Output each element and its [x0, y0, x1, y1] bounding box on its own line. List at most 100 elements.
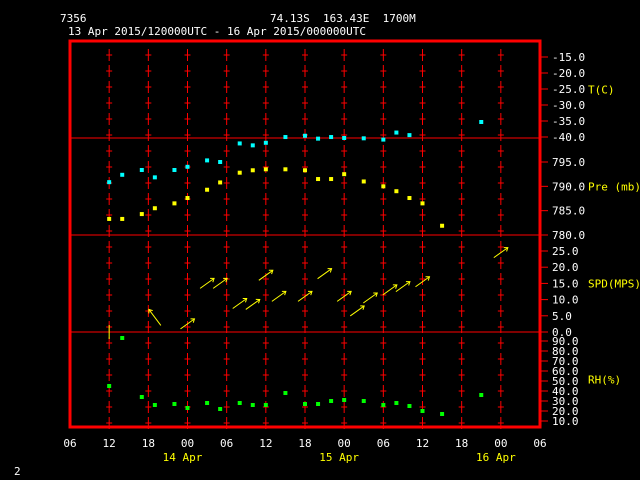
y-tick-label: 25.0 — [552, 245, 579, 258]
wind-arrow-head — [327, 268, 333, 273]
x-tick-label: 00 — [338, 437, 351, 450]
temperature-point — [316, 136, 321, 141]
pressure-point — [263, 167, 268, 172]
temperature-point — [120, 172, 125, 177]
y-tick-label: -25.0 — [552, 83, 585, 96]
wind-arrow — [297, 290, 313, 302]
y-tick-label: -30.0 — [552, 99, 585, 112]
wind-arrow-shaft — [258, 269, 274, 281]
y-tick-label: -20.0 — [552, 67, 585, 80]
y-tick-label: 80.0 — [552, 345, 579, 358]
wind-arrow-shaft — [180, 318, 195, 330]
relative_humidity-point — [329, 399, 334, 403]
wind-arrow-head — [425, 276, 431, 281]
wind-arrow-shaft — [148, 309, 162, 326]
pressure-point — [185, 196, 190, 201]
pressure-point — [205, 187, 210, 192]
x-day-label: 15 Apr — [319, 451, 359, 464]
wind-arrow-shaft — [362, 292, 378, 304]
pressure-point — [283, 167, 288, 172]
wind-arrow-head — [281, 290, 287, 296]
y-axis-label: RH(%) — [588, 374, 621, 387]
x-tick-label: 12 — [259, 437, 272, 450]
wind-arrow — [493, 247, 509, 259]
wind-arrow-head — [223, 277, 228, 283]
x-tick-label: 18 — [298, 437, 311, 450]
time-range: 13 Apr 2015/120000UTC - 16 Apr 2015/0000… — [68, 25, 367, 38]
wind-arrow-shaft — [395, 281, 411, 293]
y-tick-label: -35.0 — [552, 115, 585, 128]
y-tick-label: 0.0 — [552, 326, 572, 339]
temperature-point — [172, 168, 177, 172]
wind-arrow-shaft — [232, 298, 248, 309]
wind-arrow-head — [503, 247, 509, 252]
wind-arrow-head — [255, 298, 261, 304]
y-tick-label: -40.0 — [552, 131, 585, 144]
relative_humidity-point — [381, 403, 386, 407]
pressure-point — [218, 180, 223, 185]
x-tick-label: 00 — [494, 437, 507, 450]
pressure-point — [120, 216, 125, 221]
temperature-point — [394, 130, 399, 135]
temperature-point — [407, 133, 412, 138]
y-tick-label: 20.0 — [552, 405, 579, 418]
relative_humidity-point — [303, 402, 307, 406]
wind-arrow-shaft — [336, 290, 352, 302]
pressure-point — [440, 223, 445, 228]
x-tick-label: 12 — [103, 437, 116, 450]
y-tick-label: 90.0 — [552, 335, 579, 348]
station-location: 74.13S 163.43E 1700M — [270, 12, 416, 25]
wind-arrow-shaft — [349, 305, 365, 317]
pressure-point — [152, 206, 157, 211]
relative_humidity-point — [283, 391, 288, 395]
x-tick-label: 12 — [416, 437, 429, 450]
x-day-label: 14 Apr — [163, 451, 203, 464]
x-tick-label: 06 — [220, 437, 233, 450]
x-tick-label: 06 — [63, 437, 76, 450]
wind-arrow — [271, 290, 287, 302]
wind-arrow-head — [347, 290, 352, 296]
relative_humidity-point — [172, 402, 177, 406]
y-tick-label: 790.0 — [552, 180, 585, 193]
pressure-point — [139, 212, 144, 217]
wind-arrow — [317, 268, 333, 280]
y-tick-label: 70.0 — [552, 355, 579, 368]
wind-arrow — [258, 269, 274, 281]
relative_humidity-point — [316, 402, 321, 406]
wind-arrow — [245, 298, 261, 310]
y-tick-label: 780.0 — [552, 229, 585, 242]
wind-arrow — [382, 284, 398, 296]
temperature-point — [185, 164, 190, 169]
y-axis-label: SPD(MPS) — [588, 278, 640, 291]
wind-arrow-shaft — [271, 290, 287, 302]
temperature-point — [303, 133, 307, 138]
temperature-point — [381, 137, 386, 142]
wind-arrow-head — [307, 290, 313, 296]
pressure-point — [361, 179, 366, 184]
y-tick-label: -15.0 — [552, 51, 585, 64]
y-axis-label: Pre (mb) — [588, 181, 640, 194]
x-tick-label: 00 — [181, 437, 194, 450]
relative_humidity-point — [139, 395, 144, 399]
wind-arrow-head — [392, 284, 398, 289]
wind-arrow-head — [242, 297, 248, 303]
y-tick-label: 60.0 — [552, 365, 579, 378]
temperature-point — [283, 135, 288, 140]
pressure-point — [394, 189, 399, 194]
y-tick-label: 30.0 — [552, 395, 579, 408]
wind-arrow — [336, 290, 352, 302]
wind-arrow-shaft — [199, 277, 215, 289]
wind-arrow-head — [148, 308, 153, 314]
station-id: 7356 — [60, 12, 87, 25]
y-tick-label: 5.0 — [552, 310, 572, 323]
temperature-point — [250, 143, 255, 148]
y-tick-label: 10.0 — [552, 415, 579, 428]
wind-arrow-shaft — [415, 276, 430, 288]
temperature-point — [205, 158, 210, 163]
x-tick-label: 18 — [142, 437, 155, 450]
pressure-point — [107, 216, 112, 221]
temperature-point — [218, 160, 223, 164]
y-tick-label: 40.0 — [552, 385, 579, 398]
wind-arrow — [180, 318, 196, 330]
wind-arrow-head — [190, 318, 196, 323]
